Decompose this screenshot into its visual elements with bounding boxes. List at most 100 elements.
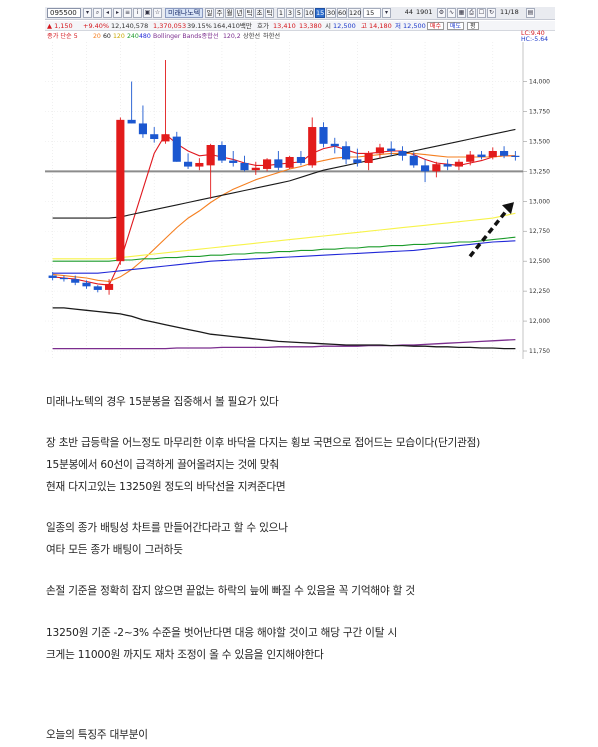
date-display: 11/18 [500,8,519,16]
star-icon[interactable]: ☆ [153,8,162,18]
candle-body [432,164,441,172]
y-tick-label: 14,000 [529,79,550,86]
candle-body [127,119,136,124]
ma120-legend: 120 [113,33,125,40]
y-tick-label: 12,250 [529,288,550,295]
candle-body [105,283,114,290]
misc-button[interactable]: 평 [467,22,479,30]
period-day-button[interactable]: 일 [205,8,214,18]
ask-label: 호가 [257,22,269,30]
page-display: 44 [404,8,413,16]
checkbox-icon[interactable]: ☐ [477,8,486,18]
period-minute-button[interactable]: 틱 [245,8,254,18]
period-week-button[interactable]: 주 [215,8,224,18]
candle-body [138,123,147,135]
candle-body [364,153,373,163]
sell-button[interactable]: 매도 [447,22,465,30]
hc-label: HC:-5.64 [521,36,549,43]
interval-15-button[interactable]: 15 [315,8,325,18]
next-stock-icon[interactable]: ▸ [113,8,122,18]
ma-line-BB-lower [52,307,516,350]
candle-body [500,150,509,156]
count-select[interactable]: 15 [363,8,381,18]
candle-body [511,155,520,157]
candle-body [240,162,249,171]
trade-value: 164,410백만 [213,22,252,30]
print-icon[interactable]: ⎙ [467,8,476,18]
candle-body [375,147,384,154]
trend-arrow-line [468,208,509,258]
ma240-legend: 240 [127,33,139,40]
paragraph-5: 일종의 종가 배팅성 차트를 만들어간다라고 할 수 있으나 [46,522,288,534]
menu-icon[interactable]: ≡ [123,8,132,18]
candlestick-chart[interactable]: 14,000 13,750 13,500 13,250 13,000 12,750 12,5… [45,42,555,359]
grid-icon[interactable]: ▦ [457,8,466,18]
settings-icon[interactable]: ⚙ [437,8,446,18]
y-tick-label: 12,000 [529,318,550,325]
page-total: 1901 [416,8,433,16]
buy-button[interactable]: 매수 [427,22,445,30]
search-icon[interactable]: ⌕ [93,8,102,18]
interval-10-button[interactable]: 10 [304,8,314,18]
y-tick-label: 13,250 [529,168,550,175]
candle-body [342,146,351,160]
candle-body [421,165,430,172]
candle-body [387,148,396,151]
candle-body [353,159,362,163]
calendar-icon[interactable]: ▤ [526,8,535,18]
interval-120-button[interactable]: 120 [348,8,362,18]
ma-line-120 [52,212,516,260]
lock-icon[interactable]: ▣ [143,8,152,18]
prev-stock-icon[interactable]: ◂ [103,8,112,18]
dropdown-icon[interactable]: ▾ [83,8,92,18]
candle-body [172,136,181,162]
ma480-legend: 480 [139,33,151,40]
chart-toolbar: 095500 ▾ ⌕ ◂ ▸ ≡ i ▣ ☆ 미래나노텍 일 주 월 년 틱 초… [45,7,555,20]
interval-30-button[interactable]: 30 [326,8,336,18]
candle-body [454,161,463,167]
candle-body [466,154,475,162]
candle-body [285,156,294,168]
interval-5-button[interactable]: 5 [295,8,303,18]
candle-body [319,127,328,144]
ask-price-1: 13,410 [273,22,296,30]
ma60-legend: 60 [103,33,111,40]
candle-body [59,277,68,280]
indicator-icon[interactable]: ∿ [447,8,456,18]
bb-legend-value: 120,2 [223,33,241,40]
candle-body [229,160,238,163]
candle-body [398,150,407,156]
indicator-legend: 종가 단순 5 20 60 120 240 480 Bollinger Band… [45,30,555,43]
period-tick-button[interactable]: 틱 [265,8,274,18]
refresh-icon[interactable]: ↻ [487,8,496,18]
candle-body [161,134,170,142]
bb-legend-label: Bollinger Bands종합선 [153,33,219,40]
y-tick-label: 13,500 [529,138,550,145]
interval-60-button[interactable]: 60 [337,8,347,18]
count-dropdown-icon[interactable]: ▾ [382,8,391,18]
ma-line-BB-upper [52,338,516,350]
candle-body [195,162,204,167]
high-price: 고 14,180 [361,22,392,30]
stock-code-input[interactable]: 095500 [47,8,81,18]
ask-price-2: 13,380 [299,22,322,30]
interval-3-button[interactable]: 3 [286,8,294,18]
period-second-button[interactable]: 초 [255,8,264,18]
lc-label: LC:9.40 [521,30,545,37]
candle-body [296,156,305,163]
interval-1-button[interactable]: 1 [277,8,285,18]
paragraph-1: 미래나노텍의 경우 15분봉을 집중해서 볼 필요가 있다 [46,396,279,408]
candle-body [409,155,418,166]
turnover-value: 39.15% [187,22,212,30]
trend-arrow-head [502,202,514,215]
candle-body [443,164,452,167]
candle-body [263,159,272,169]
ma-line-5 [52,133,516,286]
period-month-button[interactable]: 월 [225,8,234,18]
info-icon[interactable]: i [133,8,142,18]
amount-value: 1,370,053 [153,22,187,30]
open-label: 시 [325,22,331,30]
period-year-button[interactable]: 년 [235,8,244,18]
price-change: ▲ 1,150 [47,22,73,30]
volume-value: 12,140,578 [111,22,149,30]
